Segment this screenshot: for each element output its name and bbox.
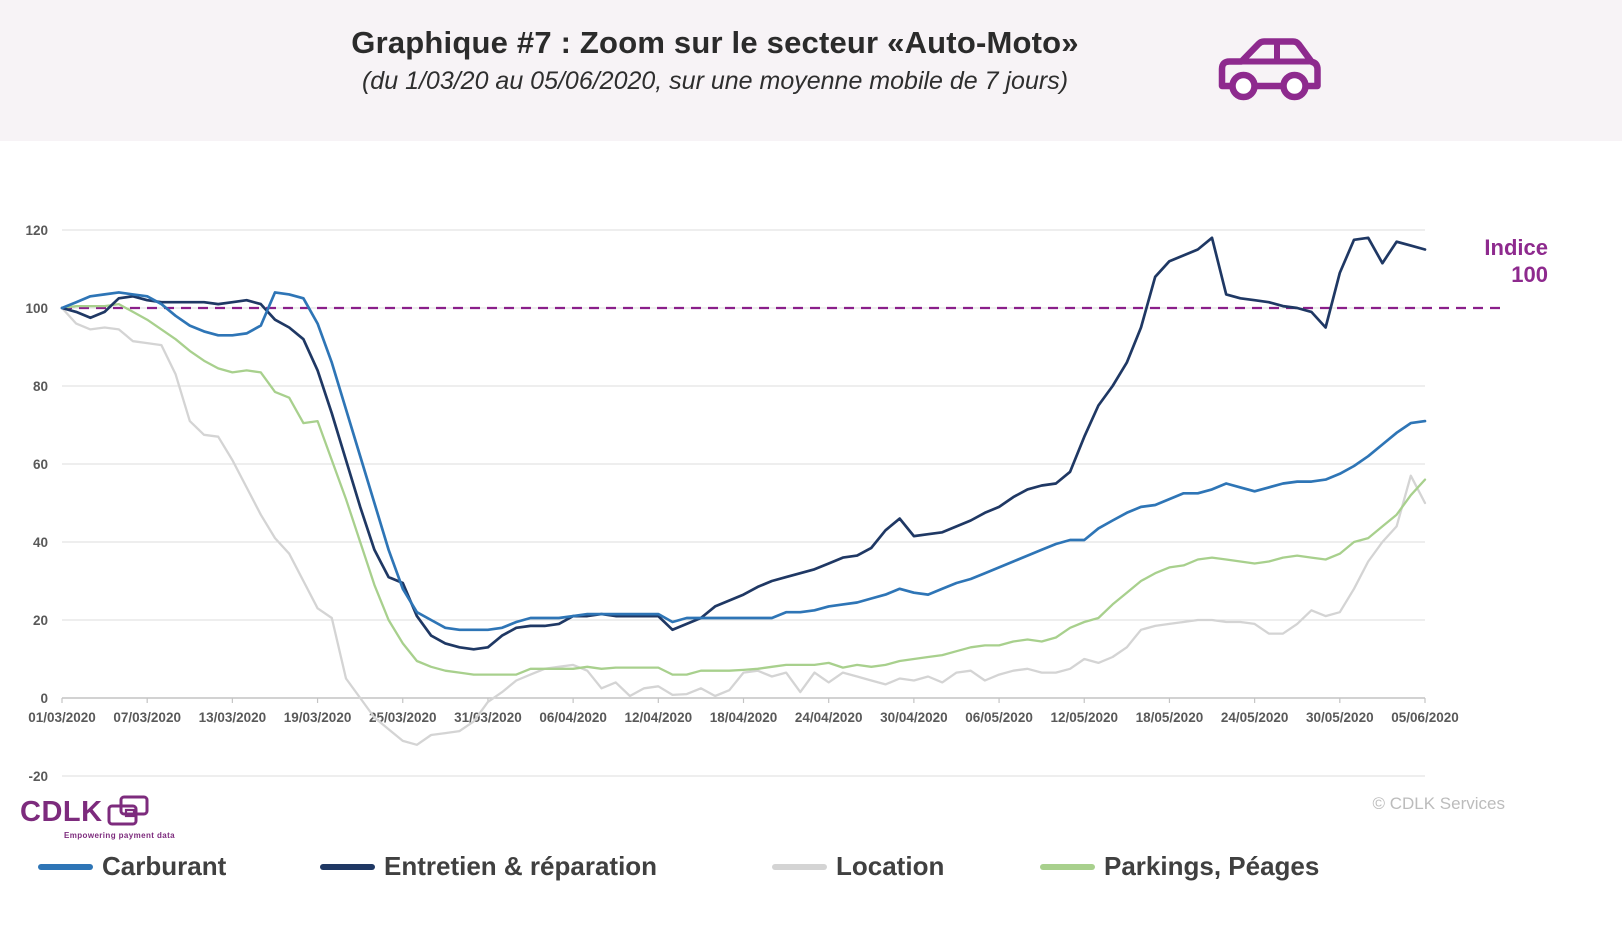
series-line-entretien-r-paration	[60, 236, 1427, 651]
series-line-carburant	[60, 291, 1427, 632]
page-title: Graphique #7 : Zoom sur le secteur «Auto…	[351, 25, 1079, 60]
legend-item-location: Location	[772, 851, 944, 882]
svg-text:06/05/2020: 06/05/2020	[965, 710, 1033, 725]
car-icon	[1213, 34, 1323, 104]
legend-item-entretien: Entretien & réparation	[320, 851, 657, 882]
cdlk-logo: CDLK Empowering payment data	[20, 791, 175, 840]
svg-text:12/04/2020: 12/04/2020	[625, 710, 693, 725]
legend-swatch-entretien	[320, 863, 375, 870]
y-axis-labels: -20 0 20 40 60 80 100 120	[25, 223, 48, 784]
svg-text:31/03/2020: 31/03/2020	[454, 710, 522, 725]
legend-item-carburant: Carburant	[38, 851, 226, 882]
cdlk-logo-text: CDLK	[20, 796, 103, 828]
svg-text:20: 20	[33, 613, 48, 628]
svg-text:100: 100	[25, 301, 48, 316]
svg-text:12/05/2020: 12/05/2020	[1050, 710, 1118, 725]
svg-text:18/04/2020: 18/04/2020	[710, 710, 778, 725]
header-band	[0, 0, 1622, 141]
svg-text:120: 120	[25, 223, 48, 238]
svg-text:13/03/2020: 13/03/2020	[199, 710, 267, 725]
legend-swatch-carburant	[38, 863, 93, 870]
svg-text:18/05/2020: 18/05/2020	[1136, 710, 1204, 725]
svg-text:60: 60	[33, 457, 48, 472]
svg-text:30/05/2020: 30/05/2020	[1306, 710, 1374, 725]
svg-text:01/03/2020: 01/03/2020	[28, 710, 96, 725]
svg-text:19/03/2020: 19/03/2020	[284, 710, 352, 725]
svg-text:24/04/2020: 24/04/2020	[795, 710, 863, 725]
svg-text:40: 40	[33, 535, 48, 550]
series-line-location	[60, 306, 1427, 746]
legend-item-parkings: Parkings, Péages	[1040, 851, 1319, 882]
legend-swatch-location	[772, 863, 827, 870]
series-line-parkings-p-ages	[60, 302, 1427, 676]
svg-text:30/04/2020: 30/04/2020	[880, 710, 948, 725]
header: Graphique #7 : Zoom sur le secteur «Auto…	[0, 22, 1430, 98]
svg-text:-20: -20	[28, 769, 48, 784]
copyright: © CDLK Services	[1372, 794, 1505, 813]
svg-text:0: 0	[40, 691, 48, 706]
svg-text:05/06/2020: 05/06/2020	[1391, 710, 1459, 725]
cdlk-tagline: Empowering payment data	[64, 831, 175, 840]
svg-text:06/04/2020: 06/04/2020	[539, 710, 607, 725]
svg-text:80: 80	[33, 379, 48, 394]
x-axis-ticks	[61, 698, 1426, 703]
svg-text:24/05/2020: 24/05/2020	[1221, 710, 1289, 725]
svg-text:07/03/2020: 07/03/2020	[113, 710, 181, 725]
x-axis-labels: 01/03/2020 07/03/2020 13/03/2020 19/03/2020…	[28, 710, 1459, 725]
cdlk-cards-icon	[106, 793, 150, 834]
legend-swatch-parkings	[1040, 863, 1095, 870]
svg-text:25/03/2020: 25/03/2020	[369, 710, 437, 725]
page-subtitle: (du 1/03/20 au 05/06/2020, sur une moyen…	[361, 67, 1069, 95]
indice-100-label: Indice 100	[1484, 235, 1548, 287]
